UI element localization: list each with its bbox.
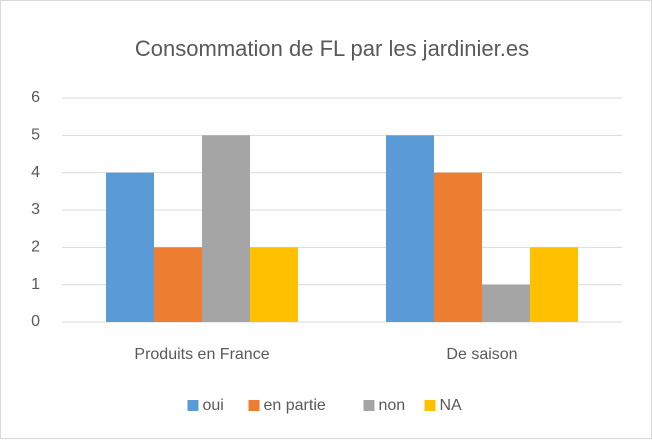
legend-swatch [363, 400, 375, 411]
chart-title: Consommation de FL par les jardinier.es [135, 36, 529, 61]
legend-label: oui [203, 397, 224, 414]
bar [202, 135, 250, 322]
x-tick-label: Produits en France [134, 346, 269, 363]
y-tick-label: 0 [31, 313, 40, 330]
legend-label: NA [440, 397, 463, 414]
bar [530, 247, 578, 322]
legend-label: en partie [264, 397, 326, 414]
legend-swatch [248, 400, 260, 411]
y-tick-label: 3 [31, 201, 40, 218]
legend-swatch [424, 400, 436, 411]
y-tick-label: 4 [31, 164, 40, 181]
x-tick-label: De saison [446, 346, 517, 363]
legend-swatch [187, 400, 199, 411]
y-tick-label: 1 [31, 276, 40, 293]
bar [250, 247, 298, 322]
y-tick-label: 6 [31, 89, 40, 106]
bar [434, 172, 482, 322]
y-tick-label: 5 [31, 127, 40, 144]
bar [106, 172, 154, 322]
bar [386, 135, 434, 322]
bar [482, 284, 530, 322]
y-tick-label: 2 [31, 239, 40, 256]
legend-label: non [379, 397, 406, 414]
bar [154, 247, 202, 322]
